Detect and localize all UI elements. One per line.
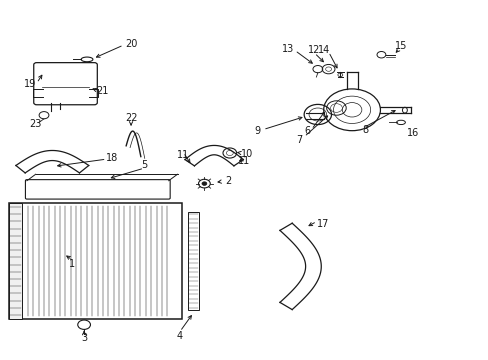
Text: 1: 1 bbox=[69, 259, 75, 269]
Text: 6: 6 bbox=[304, 126, 309, 136]
Text: 22: 22 bbox=[124, 113, 137, 123]
Text: 7: 7 bbox=[296, 135, 302, 145]
Text: 8: 8 bbox=[362, 125, 368, 135]
Text: 23: 23 bbox=[29, 119, 41, 129]
Text: 17: 17 bbox=[316, 219, 328, 229]
Text: 4: 4 bbox=[177, 330, 183, 341]
Text: 10: 10 bbox=[240, 149, 253, 159]
FancyBboxPatch shape bbox=[25, 180, 170, 199]
Text: 18: 18 bbox=[106, 153, 119, 163]
Text: 11: 11 bbox=[177, 150, 189, 160]
Text: 19: 19 bbox=[24, 78, 37, 89]
Text: 16: 16 bbox=[406, 128, 419, 138]
Text: 12: 12 bbox=[307, 45, 320, 55]
Text: 2: 2 bbox=[225, 176, 231, 186]
Text: 15: 15 bbox=[394, 41, 407, 51]
Text: 21: 21 bbox=[96, 86, 109, 96]
Text: 14: 14 bbox=[317, 45, 330, 55]
Text: 20: 20 bbox=[124, 39, 137, 49]
Bar bbox=[9, 203, 22, 319]
Text: 5: 5 bbox=[141, 159, 147, 170]
Text: 13: 13 bbox=[282, 44, 294, 54]
FancyBboxPatch shape bbox=[34, 63, 97, 105]
Text: 9: 9 bbox=[254, 126, 260, 136]
Bar bbox=[188, 212, 199, 310]
Text: 11: 11 bbox=[238, 156, 250, 166]
Bar bbox=[9, 203, 182, 319]
Circle shape bbox=[202, 182, 206, 185]
Text: 3: 3 bbox=[81, 333, 87, 343]
